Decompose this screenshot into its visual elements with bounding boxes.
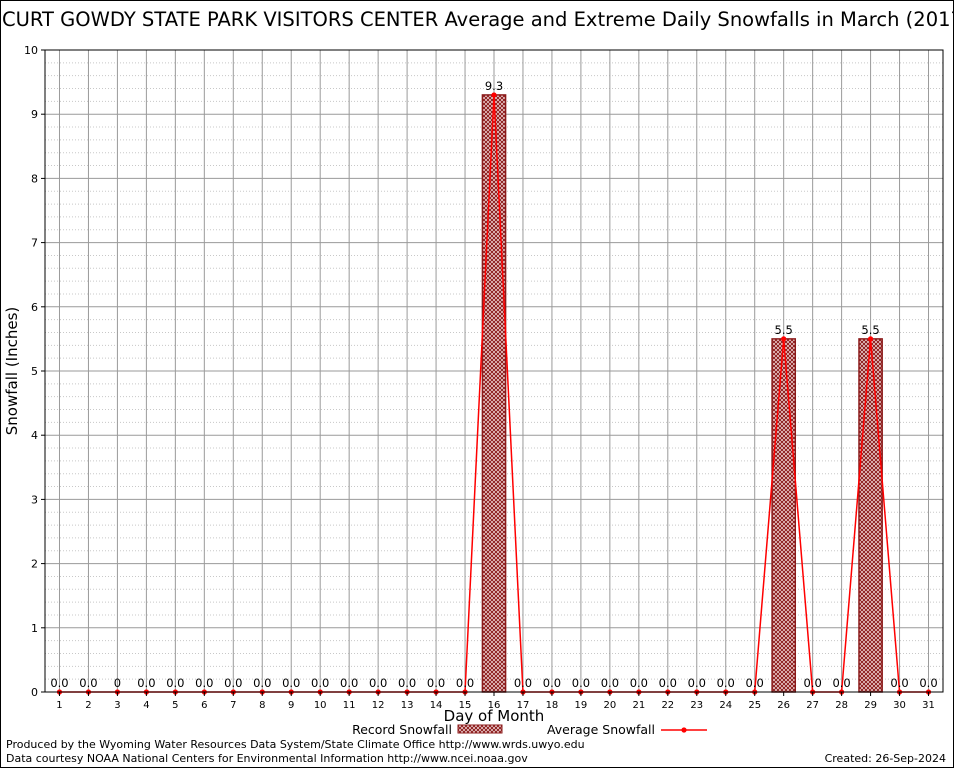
- x-tick-label: 26: [777, 700, 790, 711]
- x-tick-label: 9: [288, 700, 294, 711]
- x-tick-label: 16: [488, 700, 501, 711]
- record-bar: [771, 338, 797, 693]
- x-tick-label: 10: [314, 700, 327, 711]
- record-value-label: 0.0: [311, 676, 329, 690]
- average-point: [781, 336, 787, 342]
- credit-line-data-source: Data courtesy NOAA National Centers for …: [6, 752, 528, 765]
- record-value-label: 0.0: [224, 676, 242, 690]
- record-value-label: 0.0: [253, 676, 271, 690]
- record-value-label: 0.0: [340, 676, 358, 690]
- legend-swatch-record: [457, 724, 503, 734]
- x-tick-label: 22: [661, 700, 674, 711]
- y-tick-label: 8: [31, 172, 38, 185]
- y-tick-label: 5: [31, 365, 38, 378]
- record-value-label: 0.0: [919, 676, 937, 690]
- record-value-label: 0.0: [398, 676, 416, 690]
- x-tick-label: 14: [430, 700, 443, 711]
- x-tick-label: 7: [230, 700, 236, 711]
- y-tick-label: 2: [31, 558, 38, 571]
- record-value-label: 0.0: [832, 676, 850, 690]
- created-date: Created: 26-Sep-2024: [824, 752, 946, 765]
- y-tick-label: 6: [31, 301, 38, 314]
- x-tick-label: 27: [806, 700, 819, 711]
- record-value-label: 0.0: [630, 676, 648, 690]
- x-axis-label: Day of Month: [444, 707, 545, 725]
- x-tick-label: 19: [575, 700, 588, 711]
- record-value-label: 0.0: [717, 676, 735, 690]
- x-tick-label: 23: [690, 700, 703, 711]
- x-tick-label: 29: [864, 700, 877, 711]
- x-tick-label: 3: [114, 700, 120, 711]
- y-tick-label: 0: [31, 686, 38, 699]
- record-value-label: 0: [114, 676, 121, 690]
- legend-marker-average: [681, 727, 687, 733]
- record-bar: [481, 94, 507, 693]
- record-value-label: 0.0: [456, 676, 474, 690]
- x-tick-label: 21: [632, 700, 645, 711]
- average-point: [491, 92, 497, 98]
- record-value-label: 0.0: [803, 676, 821, 690]
- x-tick-label: 31: [922, 700, 935, 711]
- record-value-label: 0.0: [137, 676, 155, 690]
- x-tick-label: 28: [835, 700, 848, 711]
- record-value-label: 5.5: [775, 323, 793, 337]
- record-value-label: 0.0: [79, 676, 97, 690]
- record-value-label: 0.0: [601, 676, 619, 690]
- record-value-label: 0.0: [369, 676, 387, 690]
- x-tick-label: 8: [259, 700, 265, 711]
- x-tick-label: 18: [546, 700, 559, 711]
- x-tick-label: 6: [201, 700, 207, 711]
- record-value-label: 0.0: [166, 676, 184, 690]
- x-tick-label: 13: [401, 700, 414, 711]
- chart-title: CURT GOWDY STATE PARK VISITORS CENTER Av…: [2, 8, 954, 31]
- x-axis-ticks: 1 2 3 4 5 6 7 8 9 10 11 12 13 14 15 16 17 18 19 20 21 22 23 24 2…: [56, 692, 935, 711]
- x-tick-label: 20: [604, 700, 617, 711]
- x-tick-label: 5: [172, 700, 178, 711]
- record-value-label: 0.0: [543, 676, 561, 690]
- record-value-label: 0.0: [195, 676, 213, 690]
- record-value-label: 5.5: [861, 323, 879, 337]
- record-snowfall-bars: [481, 94, 883, 693]
- record-value-label: 9.3: [485, 79, 503, 93]
- legend-label-average: Average Snowfall: [547, 722, 655, 737]
- x-tick-label: 12: [372, 700, 385, 711]
- x-tick-label: 2: [85, 700, 91, 711]
- record-value-label: 0.0: [572, 676, 590, 690]
- record-value-label: 0.0: [890, 676, 908, 690]
- y-tick-label: 10: [24, 44, 38, 57]
- record-value-label: 0.0: [659, 676, 677, 690]
- y-tick-label: 9: [31, 108, 38, 121]
- y-tick-label: 4: [31, 429, 38, 442]
- y-tick-label: 1: [31, 622, 38, 635]
- y-tick-label: 7: [31, 237, 38, 250]
- average-point: [867, 336, 874, 342]
- x-tick-label: 17: [517, 700, 530, 711]
- x-tick-label: 1: [56, 700, 62, 711]
- record-bar: [858, 338, 883, 693]
- x-tick-label: 24: [719, 700, 732, 711]
- x-tick-label: 15: [459, 700, 472, 711]
- record-value-labels: 0.0 0.0 0 0.0 0.0 0.0 0.0 0.0 0.0 0.0 0.0 0.0 0.0 0.0…: [50, 79, 937, 690]
- record-value-label: 0.0: [282, 676, 300, 690]
- record-value-label: 0.0: [50, 676, 68, 690]
- x-tick-label: 11: [343, 700, 356, 711]
- y-axis-label: Snowfall (Inches): [3, 307, 21, 435]
- record-value-label: 0.0: [427, 676, 445, 690]
- x-tick-label: 4: [143, 700, 149, 711]
- legend-label-record: Record Snowfall: [352, 722, 452, 737]
- legend: Record Snowfall Average Snowfall: [352, 722, 707, 737]
- y-tick-label: 3: [31, 493, 38, 506]
- record-value-label: 0.0: [746, 676, 764, 690]
- record-value-label: 0.0: [688, 676, 706, 690]
- credit-line-producer: Produced by the Wyoming Water Resources …: [6, 738, 585, 751]
- record-value-label: 0.0: [514, 676, 532, 690]
- x-tick-label: 25: [748, 700, 761, 711]
- x-tick-label: 30: [893, 700, 906, 711]
- y-axis-ticks: 0 1 2 3 4 5 6 7 8 9 10: [24, 44, 45, 699]
